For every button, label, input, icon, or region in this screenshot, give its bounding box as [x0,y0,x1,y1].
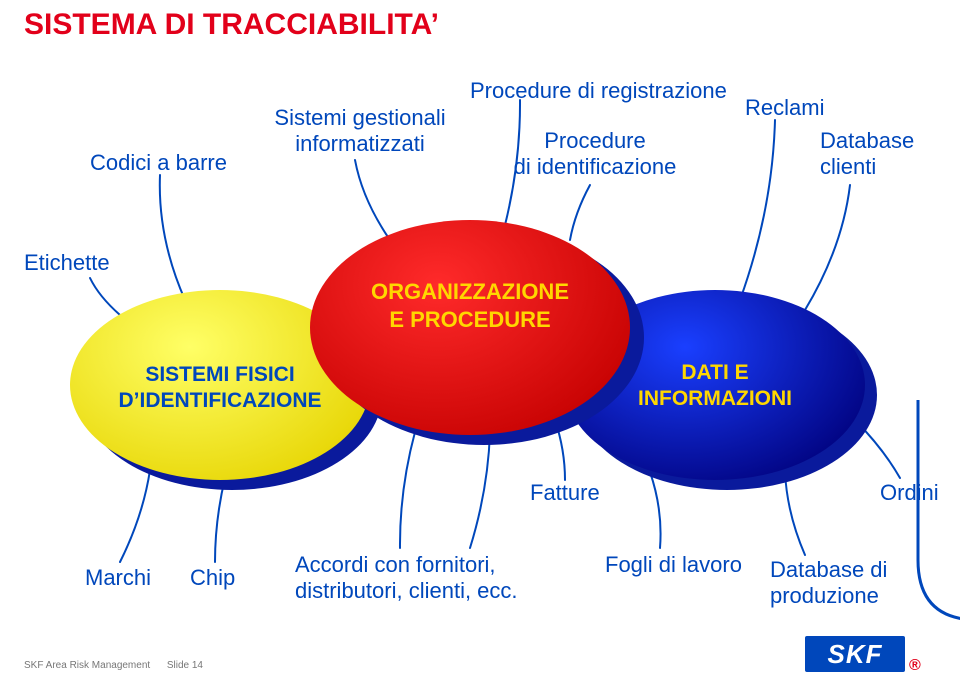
skf-logo: SKF [805,636,905,672]
footer-slide-number: Slide 14 [167,660,203,671]
ellipse-red: ORGANIZZAZIONEE PROCEDURE [310,220,630,435]
label-codici-a-barre: Codici a barre [90,150,227,176]
label-ordini: Ordini [880,480,939,506]
label-procedure-identificazione: Proceduredi identificazione [500,128,690,181]
footer-company: SKF Area Risk Management [24,660,150,671]
label-sistemi-gestionali: Sistemi gestionaliinformatizzati [255,105,465,158]
label-procedure-registrazione: Procedure di registrazione [470,78,727,104]
label-accordi: Accordi con fornitori,distributori, clie… [295,552,518,605]
page-title: SISTEMA DI TRACCIABILITA’ [24,8,439,42]
label-reclami: Reclami [745,95,824,121]
label-database-produzione: Database diproduzione [770,557,887,610]
label-chip: Chip [190,565,235,591]
label-etichette: Etichette [24,250,110,276]
skf-logo-text: SKF [828,639,883,670]
label-database-clienti: Databaseclienti [820,128,960,181]
footer-risk-mgmt: SKF Area Risk Management Slide 14 [24,660,203,671]
label-fogli-di-lavoro: Fogli di lavoro [605,552,742,578]
label-marchi: Marchi [85,565,151,591]
label-fatture: Fatture [530,480,600,506]
diagram-stage: SISTEMA DI TRACCIABILITA’ SISTEMI FISICI… [0,0,960,690]
registered-mark-icon: ® [909,656,921,675]
ellipse-red-text: ORGANIZZAZIONEE PROCEDURE [310,278,630,333]
